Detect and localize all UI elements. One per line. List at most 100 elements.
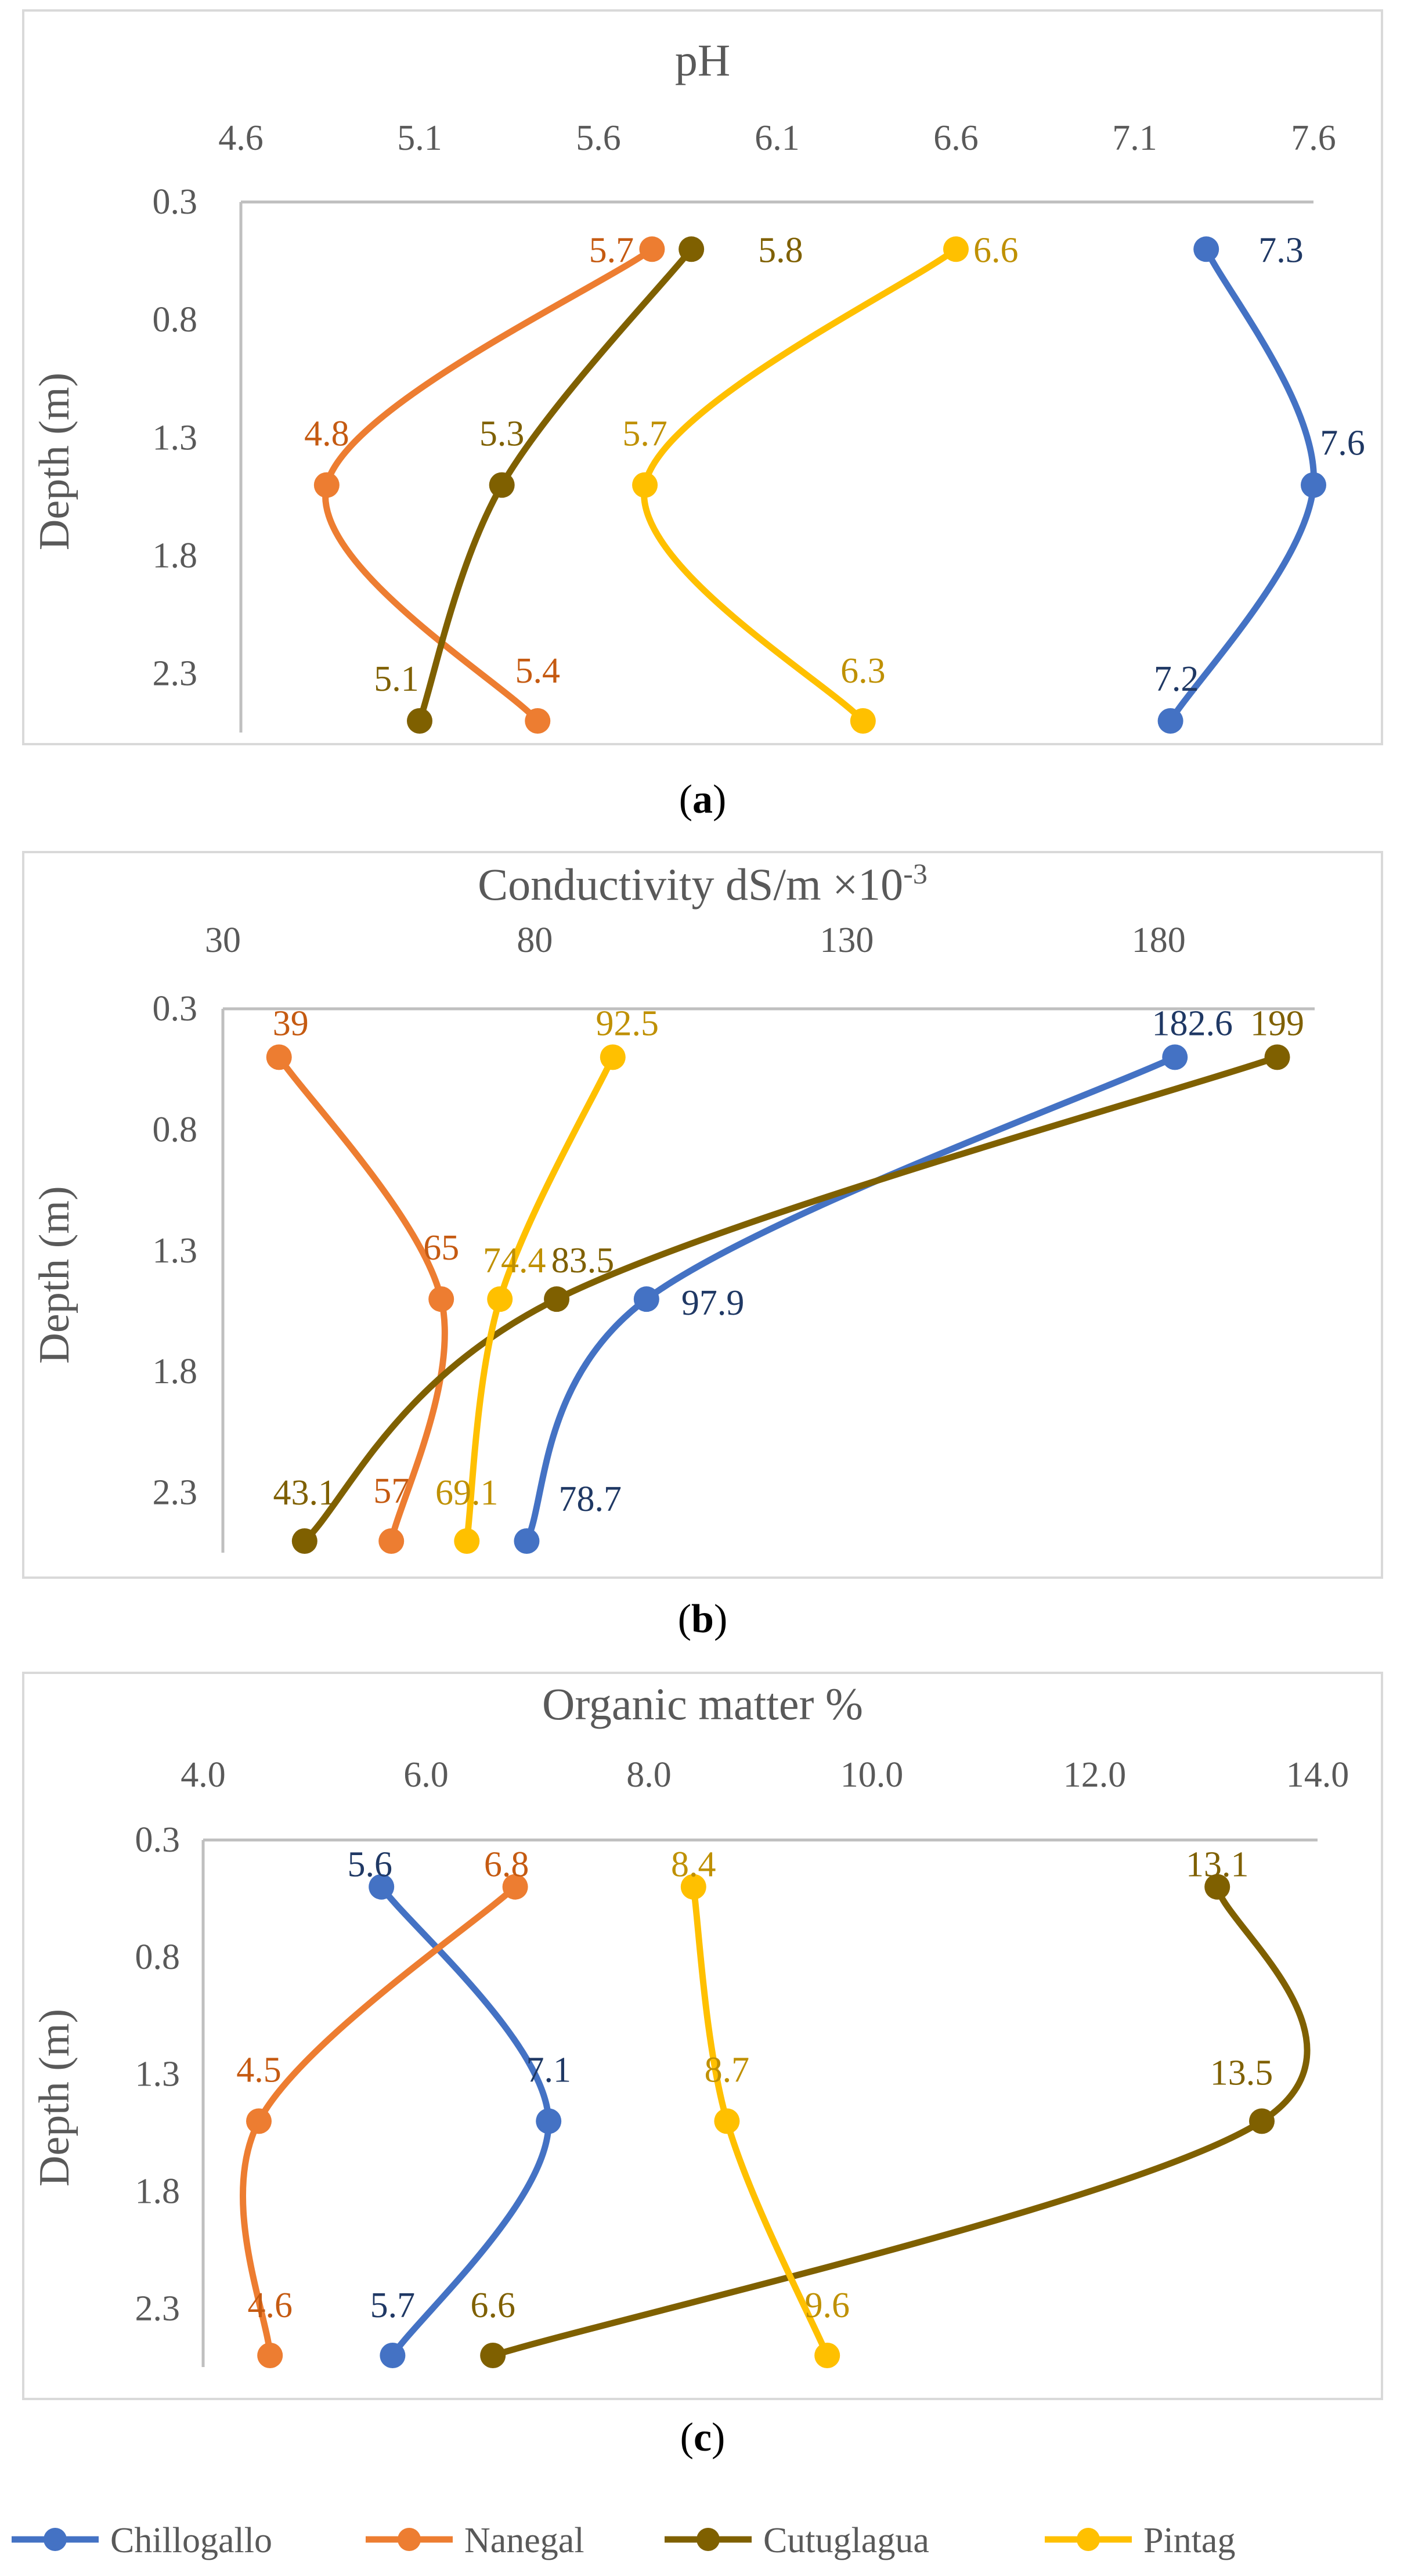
- caption-paren-close: ): [712, 2415, 725, 2460]
- data-label: 13.1: [1186, 1845, 1249, 1885]
- data-label: 4.8: [304, 414, 349, 454]
- x-tick-label: 10.0: [840, 1755, 904, 1795]
- data-label: 4.5: [236, 2050, 282, 2090]
- series-line-cutuglagua: [301, 1054, 1281, 1545]
- data-label: 78.7: [558, 1480, 622, 1519]
- chart-title-superscript: -3: [903, 857, 928, 890]
- chart-title-text: Conductivity dS/m ×10: [478, 859, 903, 910]
- data-label: 83.5: [551, 1241, 615, 1280]
- legend-marker: [1077, 2528, 1100, 2551]
- caption-paren-open: (: [678, 1597, 691, 1641]
- x-tick-label: 80: [517, 921, 553, 960]
- data-label: 6.3: [840, 651, 886, 691]
- x-tick-label: 8.0: [626, 1755, 672, 1795]
- data-point: [380, 2343, 406, 2368]
- data-point: [639, 236, 665, 262]
- data-point: [257, 2343, 283, 2368]
- chart-frame: [22, 851, 1383, 1579]
- x-tick-label: 6.0: [403, 1755, 449, 1795]
- data-label: 7.1: [526, 2050, 571, 2090]
- x-tick-label: 14.0: [1286, 1755, 1349, 1795]
- data-label: 6.6: [470, 2286, 515, 2325]
- series-pintag: 92.5 74.4 69.1: [435, 1004, 659, 1554]
- chart-title: pH: [675, 35, 730, 85]
- legend-marker: [44, 2528, 67, 2551]
- caption-paren-close: ): [713, 777, 726, 822]
- chart-title: Conductivity dS/m ×10-3: [478, 857, 928, 910]
- y-tick-label: 2.3: [153, 1473, 198, 1513]
- y-tick-label: 0.3: [153, 989, 198, 1029]
- legend: Chillogallo Nanegal Cutuglagua Pintag: [12, 2521, 1235, 2560]
- y-axis-label: Depth (m): [31, 1186, 78, 1363]
- series-line-cutuglagua: [489, 1884, 1311, 2359]
- caption-paren-close: ): [714, 1597, 727, 1641]
- caption-paren-open: (: [679, 777, 692, 822]
- data-point: [502, 1874, 528, 1900]
- chart-frame: [22, 9, 1383, 745]
- series-pintag: 6.6 5.7 6.3: [622, 230, 1019, 734]
- x-tick-label: 130: [820, 921, 874, 960]
- chart-panel-b: Conductivity dS/m ×10-3 30 80 130 180 0.3 0.8 1…: [22, 851, 1383, 1579]
- data-point: [428, 1286, 454, 1312]
- series-nanegal: 5.7 4.8 5.4: [304, 230, 665, 734]
- data-label: 5.4: [515, 651, 561, 691]
- x-tick-label: 6.6: [933, 118, 979, 158]
- y-tick-label: 2.3: [135, 2289, 181, 2328]
- data-label: 5.7: [589, 230, 634, 270]
- data-point: [536, 2108, 562, 2134]
- y-tick-label: 1.3: [153, 1231, 198, 1271]
- x-tick-label: 5.6: [576, 118, 621, 158]
- data-point: [632, 472, 658, 498]
- caption-letter: c: [694, 2415, 712, 2460]
- data-label: 13.5: [1210, 2053, 1273, 2092]
- data-label: 7.3: [1258, 230, 1304, 270]
- y-tick-label: 0.8: [153, 300, 198, 340]
- y-tick-label: 0.8: [153, 1110, 198, 1149]
- legend-entry-cutuglagua: Cutuglagua: [665, 2521, 929, 2560]
- series-nanegal: 39 65 57: [266, 1004, 459, 1554]
- data-label: 182.6: [1152, 1004, 1233, 1043]
- y-axis-label: Depth (m): [31, 2009, 78, 2187]
- series-nanegal: 6.8 4.5 4.6: [236, 1845, 529, 2368]
- data-point: [680, 1874, 706, 1900]
- data-point: [1162, 1044, 1188, 1070]
- caption-letter: a: [692, 777, 713, 822]
- data-label: 69.1: [435, 1473, 499, 1513]
- legend-label: Nanegal: [464, 2521, 584, 2560]
- series-cutuglagua: 13.1 13.5 6.6: [470, 1845, 1311, 2368]
- y-tick-label: 1.3: [153, 418, 198, 457]
- data-label: 5.1: [374, 659, 419, 699]
- data-point: [943, 236, 969, 262]
- data-point: [814, 2343, 840, 2368]
- series-pintag: 8.4 8.7 9.6: [671, 1845, 850, 2368]
- chart-title-text: Organic matter %: [542, 1679, 863, 1729]
- data-point: [1193, 236, 1219, 262]
- data-label: 57: [373, 1471, 409, 1511]
- data-label: 9.6: [804, 2286, 850, 2325]
- data-label: 5.7: [622, 414, 667, 454]
- data-label: 8.7: [705, 2050, 750, 2090]
- y-tick-label: 0.8: [135, 1938, 181, 1977]
- chart-panel-c: Organic matter % 4.0 6.0 8.0 10.0 12.0 14.0 0.3…: [22, 1672, 1383, 2400]
- data-label: 39: [273, 1004, 309, 1043]
- data-point: [454, 1528, 480, 1554]
- data-point: [1301, 472, 1326, 498]
- data-point: [378, 1528, 405, 1554]
- data-label: 74.4: [483, 1241, 546, 1280]
- data-label: 7.6: [1320, 424, 1365, 463]
- x-tick-label: 5.1: [397, 118, 442, 158]
- data-label: 97.9: [681, 1283, 745, 1323]
- y-tick-label: 1.8: [153, 1352, 198, 1391]
- panel-caption-a: (a): [679, 777, 727, 822]
- data-point: [291, 1528, 317, 1554]
- series-chillogallo: 7.3 7.6 7.2: [1154, 230, 1365, 734]
- data-point: [514, 1528, 540, 1554]
- x-tick-label: 180: [1132, 921, 1186, 960]
- data-point: [1264, 1044, 1290, 1070]
- data-point: [1204, 1874, 1230, 1900]
- legend-entry-chillogallo: Chillogallo: [12, 2521, 272, 2560]
- legend-entry-pintag: Pintag: [1045, 2521, 1235, 2560]
- data-label: 8.4: [671, 1845, 716, 1885]
- caption-paren-open: (: [680, 2415, 694, 2460]
- x-tick-label: 30: [205, 921, 241, 960]
